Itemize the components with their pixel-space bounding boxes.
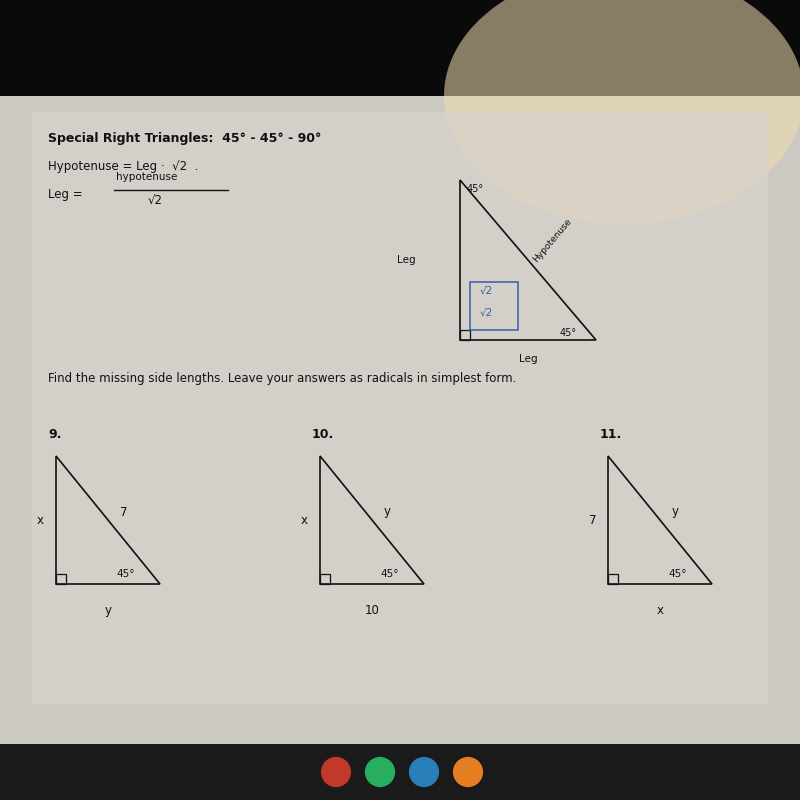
Circle shape bbox=[322, 758, 350, 786]
Text: hypotenuse: hypotenuse bbox=[116, 172, 178, 182]
Text: 11.: 11. bbox=[600, 428, 622, 441]
Bar bbox=[0, 744, 800, 800]
Text: y: y bbox=[105, 604, 111, 617]
Text: y: y bbox=[672, 506, 679, 518]
Text: x: x bbox=[37, 514, 44, 526]
Circle shape bbox=[366, 758, 394, 786]
Text: 7: 7 bbox=[120, 506, 127, 518]
Text: x: x bbox=[301, 514, 308, 526]
Bar bbox=[0, 96, 800, 752]
Text: 45°: 45° bbox=[116, 570, 134, 579]
Circle shape bbox=[410, 758, 438, 786]
Text: √2: √2 bbox=[480, 308, 494, 318]
Text: √2: √2 bbox=[148, 194, 163, 207]
Bar bbox=[32, 112, 768, 704]
Text: Hypotenuse: Hypotenuse bbox=[531, 216, 573, 264]
Text: √2: √2 bbox=[480, 286, 494, 296]
Text: Leg: Leg bbox=[398, 255, 416, 265]
Text: x: x bbox=[657, 604, 663, 617]
Ellipse shape bbox=[444, 0, 800, 224]
Text: 45°: 45° bbox=[560, 328, 577, 338]
Text: Find the missing side lengths. Leave your answers as radicals in simplest form.: Find the missing side lengths. Leave you… bbox=[48, 372, 516, 385]
Text: y: y bbox=[384, 506, 391, 518]
Text: 7: 7 bbox=[589, 514, 596, 526]
Text: 9.: 9. bbox=[48, 428, 62, 441]
Circle shape bbox=[454, 758, 482, 786]
Text: Hypotenuse = Leg ·  √2  .: Hypotenuse = Leg · √2 . bbox=[48, 160, 198, 173]
Bar bbox=[0, 752, 800, 800]
Bar bbox=[0, 0, 800, 96]
Text: 45°: 45° bbox=[380, 570, 398, 579]
Text: 45°: 45° bbox=[668, 570, 686, 579]
Text: Leg =: Leg = bbox=[48, 188, 86, 201]
Text: 10: 10 bbox=[365, 604, 379, 617]
Text: 10.: 10. bbox=[312, 428, 334, 441]
Text: 45°: 45° bbox=[466, 184, 483, 194]
Text: Special Right Triangles:  45° - 45° - 90°: Special Right Triangles: 45° - 45° - 90° bbox=[48, 132, 322, 145]
Text: Leg: Leg bbox=[518, 354, 538, 365]
